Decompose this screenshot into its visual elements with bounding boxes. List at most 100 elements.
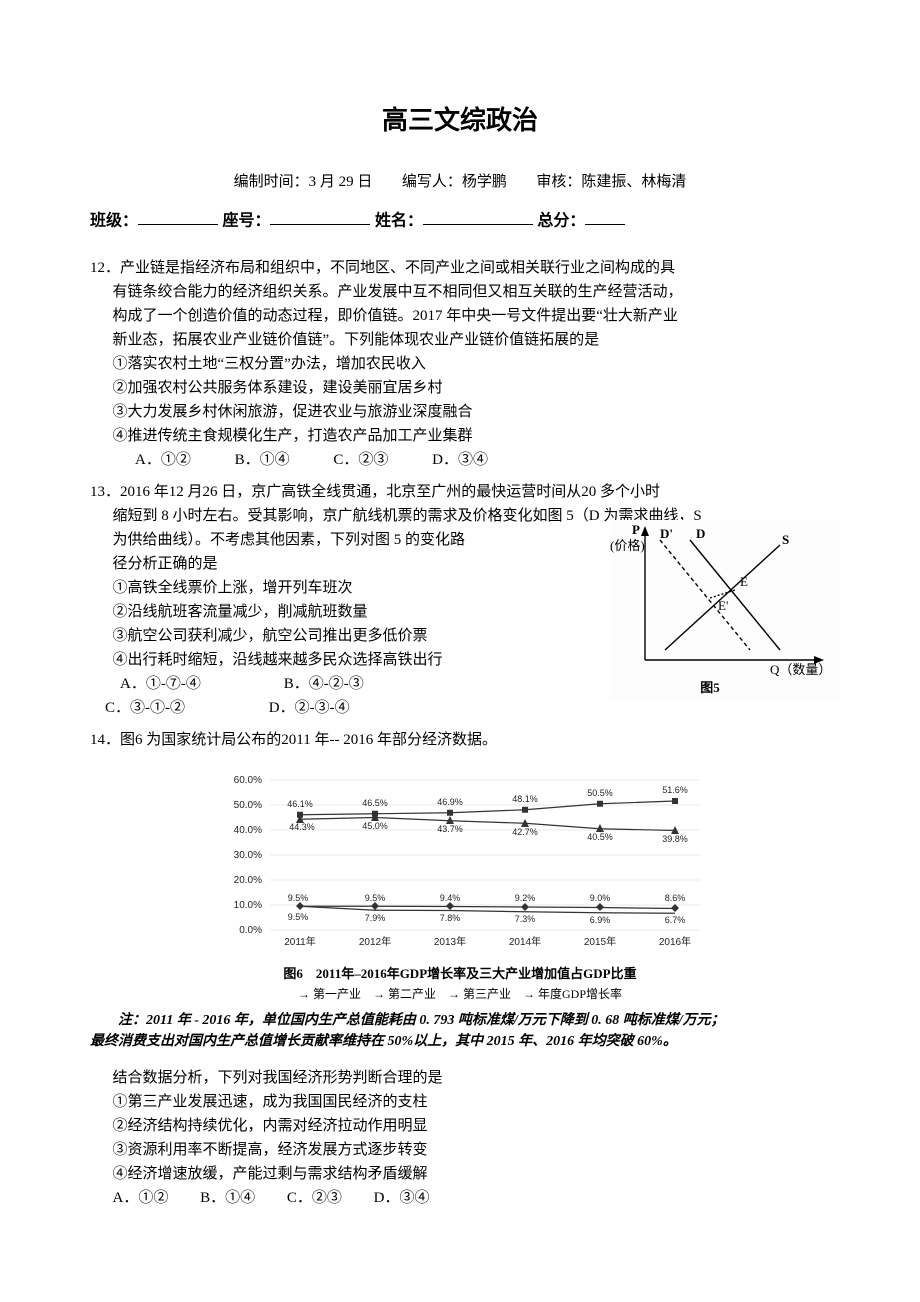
q12-item-2: ②加强农村公共服务体系建设，建设美丽宜居乡村 [90, 376, 830, 400]
page-title: 高三文综政治 [90, 100, 830, 142]
seat-label: 座号： [222, 212, 270, 229]
q12-opt-b[interactable]: B．①④ [235, 448, 290, 472]
q12-stem-4: 新业态，拓展农业产业链价值链”。下列能体现农业产业链价值链拓展的是 [90, 328, 830, 352]
score-label: 总分： [537, 212, 585, 229]
compile-date-label: 编制时间： [234, 174, 309, 190]
fig6-legend: → 第一产业 → 第二产业 → 第三产业 → 年度GDP增长率 [90, 985, 830, 1004]
q14-stem: 14．图6 为国家统计局公布的2011 年-- 2016 年部分经济数据。 [90, 728, 830, 752]
s4l5: 6.7% [665, 915, 686, 925]
line-chart: 0.0% 10.0% 20.0% 30.0% 40.0% 50.0% 60.0%… [210, 760, 710, 960]
q14-stem-1: 图6 为国家统计局公布的2011 年-- 2016 年部分经济数据。 [120, 732, 497, 748]
s1l1: 9.5% [365, 893, 386, 903]
supply-demand-chart: E E' P (价格) D' D S Q（数量） 图5 [610, 520, 840, 700]
q13-opt-d[interactable]: D．②-③-④ [269, 696, 429, 720]
ytick-5: 50.0% [234, 800, 262, 811]
xtick-1: 2012年 [359, 935, 391, 948]
ytick-1: 10.0% [234, 900, 262, 911]
class-blank[interactable] [138, 208, 218, 226]
q14-note-2: 最终消费支出对国内生产总值增长贡献率维持在 50%以上，其中 2015 年、20… [90, 1031, 830, 1052]
s3l5: 39.8% [662, 834, 688, 844]
s2l5: 51.6% [662, 785, 688, 795]
name-label: 姓名： [375, 212, 423, 229]
q13-opt-c[interactable]: C．③-①-② [105, 696, 265, 720]
ytick-6: 60.0% [234, 775, 262, 786]
s3l1: 45.0% [362, 821, 388, 831]
q14-opt-a[interactable]: A．①② [113, 1186, 169, 1210]
question-12: 12．产业链是指经济布局和组织中，不同地区、不同产业之间或相关联行业之间构成的具… [90, 256, 830, 472]
score-blank[interactable] [585, 208, 625, 226]
q12-options: A．①② B．①④ C．②③ D．③④ [90, 448, 830, 472]
meta-line: 编制时间：3 月 29 日 编写人：杨学鹏 审核：陈建振、林梅清 [90, 170, 830, 194]
q14-note-1: 注：2011 年 - 2016 年，单位国内生产总值能耗由 0. 793 吨标准… [118, 1010, 830, 1031]
p-label: P [632, 522, 640, 537]
s1l5: 8.6% [665, 893, 686, 903]
s4l3: 7.3% [515, 914, 536, 924]
s3l2: 43.7% [437, 824, 463, 834]
q14-number: 14． [90, 732, 120, 748]
s4l0: 9.5% [288, 912, 309, 922]
q13-number: 13． [90, 484, 120, 500]
d-prime-label: D' [660, 526, 673, 541]
q14-stem-2: 结合数据分析，下列对我国经济形势判断合理的是 [90, 1066, 830, 1090]
s2l4: 50.5% [587, 788, 613, 798]
q14-options: A．①② B．①④ C．②③ D．③④ [90, 1186, 830, 1210]
q14-item-3: ③资源利用率不断提高，经济发展方式逐步转变 [90, 1138, 830, 1162]
s4l2: 7.8% [440, 913, 461, 923]
review-label: 审核： [536, 174, 581, 190]
q12-opt-c[interactable]: C．②③ [333, 448, 388, 472]
s3l0: 44.3% [289, 822, 315, 832]
ytick-2: 20.0% [234, 875, 262, 886]
q-label: Q（数量） [770, 662, 831, 677]
fig6-caption: 图6 2011年–2016年GDP增长率及三大产业增加值占GDP比重 [90, 964, 830, 985]
q13-stem-1: 2016 年12 月26 日，京广高铁全线贯通，北京至广州的最快运营时间从20 … [120, 484, 660, 500]
q12-opt-d[interactable]: D．③④ [432, 448, 488, 472]
s3l3: 42.7% [512, 827, 538, 837]
compile-date: 3 月 29 日 [309, 174, 373, 190]
d-label: D [696, 526, 705, 541]
xtick-4: 2015年 [584, 935, 616, 948]
q12-stem-2: 有链条绞合能力的经济组织关系。产业发展中互不相同但又相互关联的生产经营活动， [90, 280, 830, 304]
author-label: 编写人： [402, 174, 462, 190]
reviewers: 陈建振、林梅清 [581, 174, 686, 190]
q14-note: 注：2011 年 - 2016 年，单位国内生产总值能耗由 0. 793 吨标准… [90, 1010, 830, 1052]
s4l4: 6.9% [590, 915, 611, 925]
q12-number: 12． [90, 260, 120, 276]
q12-stem: 12．产业链是指经济布局和组织中，不同地区、不同产业之间或相关联行业之间构成的具 [90, 256, 830, 280]
q13-opt-b[interactable]: B．④-②-③ [284, 672, 444, 696]
seat-blank[interactable] [270, 208, 370, 226]
s2l0: 46.1% [287, 799, 313, 809]
q14-opt-b[interactable]: B．①④ [200, 1186, 255, 1210]
author: 杨学鹏 [462, 174, 507, 190]
q14-item-4: ④经济增速放缓，产能过剩与需求结构矛盾缓解 [90, 1162, 830, 1186]
q13-opt-a[interactable]: A．①-⑦-④ [120, 672, 280, 696]
s2l3: 48.1% [512, 794, 538, 804]
q12-item-1: ①落实农村土地“三权分置”办法，增加农民收入 [90, 352, 830, 376]
s1l3: 9.2% [515, 893, 536, 903]
s3l4: 40.5% [587, 832, 613, 842]
question-14: 14．图6 为国家统计局公布的2011 年-- 2016 年部分经济数据。 0.… [90, 728, 830, 1210]
s-label: S [782, 532, 789, 547]
xtick-2: 2013年 [434, 935, 466, 948]
q14-opt-c[interactable]: C．②③ [287, 1186, 342, 1210]
xtick-0: 2011年 [284, 935, 316, 948]
q12-opt-a[interactable]: A．①② [135, 448, 191, 472]
s1l2: 9.4% [440, 893, 461, 903]
eq-e-prime: E' [718, 598, 728, 613]
q12-stem-1: 产业链是指经济布局和组织中，不同地区、不同产业之间或相关联行业之间构成的具 [120, 260, 675, 276]
q12-stem-3: 构成了一个创造价值的动态过程，即价值链。2017 年中央一号文件提出要“壮大新产… [90, 304, 830, 328]
q12-item-3: ③大力发展乡村休闲旅游，促进农业与旅游业深度融合 [90, 400, 830, 424]
q14-opt-d[interactable]: D．③④ [374, 1186, 430, 1210]
ytick-0: 0.0% [239, 925, 262, 936]
s1l4: 9.0% [590, 893, 611, 903]
fig5-caption: 图5 [700, 680, 720, 695]
name-blank[interactable] [423, 208, 533, 226]
ytick-3: 30.0% [234, 850, 262, 861]
ytick-4: 40.0% [234, 825, 262, 836]
q14-item-1: ①第三产业发展迅速，成为我国国民经济的支柱 [90, 1090, 830, 1114]
xtick-5: 2016年 [659, 935, 691, 948]
s4l1: 7.9% [365, 913, 386, 923]
price-label: (价格) [610, 538, 645, 553]
eq-e: E [740, 574, 748, 589]
q13-stem: 13．2016 年12 月26 日，京广高铁全线贯通，北京至广州的最快运营时间从… [90, 480, 830, 504]
xtick-3: 2014年 [509, 935, 541, 948]
